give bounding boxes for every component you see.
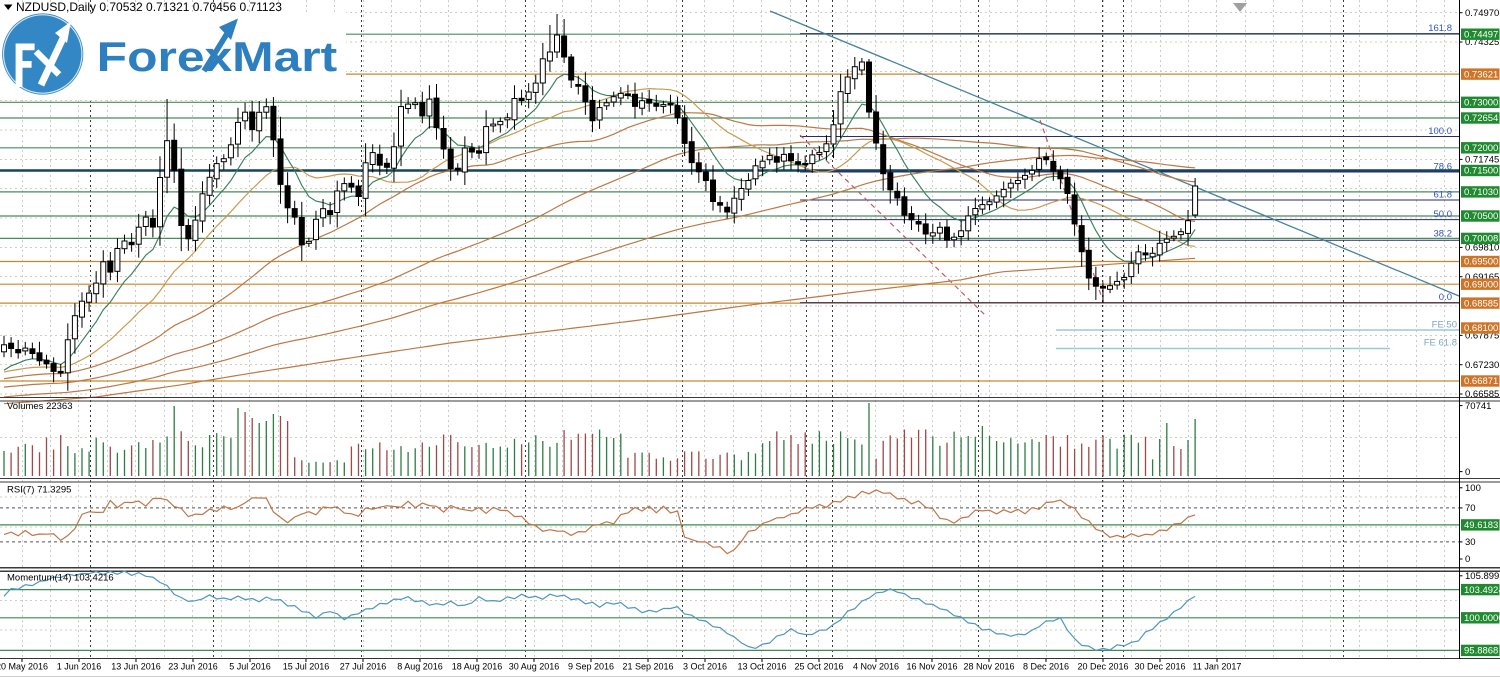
- svg-text:28 Nov 2016: 28 Nov 2016: [963, 661, 1014, 671]
- svg-text:0.73621: 0.73621: [1464, 69, 1498, 80]
- svg-text:9 Sep 2016: 9 Sep 2016: [568, 661, 614, 671]
- svg-text:FE 50: FE 50: [1432, 320, 1457, 331]
- svg-text:0.69000: 0.69000: [1464, 279, 1498, 290]
- svg-text:0.74325: 0.74325: [1465, 37, 1499, 48]
- svg-text:0.66585: 0.66585: [1465, 389, 1499, 400]
- svg-text:13 Jun 2016: 13 Jun 2016: [111, 661, 161, 671]
- svg-text:RSI(7) 71.3295: RSI(7) 71.3295: [7, 485, 71, 496]
- svg-text:27 Jul 2016: 27 Jul 2016: [340, 661, 387, 671]
- svg-text:21 Sep 2016: 21 Sep 2016: [622, 661, 673, 671]
- svg-text:4 Nov 2016: 4 Nov 2016: [853, 661, 899, 671]
- svg-text:0.69165: 0.69165: [1465, 272, 1499, 283]
- svg-text:70: 70: [1465, 503, 1476, 514]
- svg-text:95.8868: 95.8868: [1464, 646, 1498, 657]
- svg-text:0.71500: 0.71500: [1464, 166, 1498, 177]
- svg-text:0.71745: 0.71745: [1465, 155, 1499, 166]
- svg-text:0.70008: 0.70008: [1464, 234, 1498, 245]
- svg-text:0.74497: 0.74497: [1464, 29, 1498, 40]
- svg-text:49.6183: 49.6183: [1464, 520, 1498, 531]
- svg-text:1 Jun 2016: 1 Jun 2016: [57, 661, 102, 671]
- svg-text:5 Jul 2016: 5 Jul 2016: [229, 661, 271, 671]
- svg-text:0.70500: 0.70500: [1464, 211, 1498, 222]
- svg-text:8 Dec 2016: 8 Dec 2016: [1023, 661, 1069, 671]
- svg-text:100: 100: [1465, 483, 1481, 494]
- svg-text:50.0: 50.0: [1434, 209, 1453, 220]
- svg-text:0.72654: 0.72654: [1464, 113, 1498, 124]
- svg-text:Momentum(14) 103.4216: Momentum(14) 103.4216: [7, 573, 114, 584]
- svg-text:25 Oct 2016: 25 Oct 2016: [794, 661, 843, 671]
- svg-text:0.0: 0.0: [1439, 292, 1452, 303]
- svg-text:0: 0: [1465, 554, 1470, 565]
- svg-text:0.73000: 0.73000: [1464, 98, 1498, 109]
- svg-text:0.72000: 0.72000: [1464, 143, 1498, 154]
- svg-text:30 Dec 2016: 30 Dec 2016: [1134, 661, 1185, 671]
- svg-text:20 May 2016: 20 May 2016: [0, 661, 48, 671]
- svg-text:15 Jul 2016: 15 Jul 2016: [283, 661, 330, 671]
- svg-text:100.0: 100.0: [1428, 126, 1452, 137]
- svg-text:20 Dec 2016: 20 Dec 2016: [1077, 661, 1128, 671]
- svg-text:18 Aug 2016: 18 Aug 2016: [452, 661, 503, 671]
- svg-text:11 Jan 2017: 11 Jan 2017: [1193, 661, 1242, 671]
- svg-text:Volumes 22363: Volumes 22363: [7, 401, 73, 412]
- svg-text:0.69810: 0.69810: [1465, 243, 1499, 254]
- svg-text:0: 0: [1465, 467, 1470, 478]
- svg-text:0.71030: 0.71030: [1464, 187, 1498, 198]
- svg-text:0.66871: 0.66871: [1464, 376, 1498, 387]
- svg-text:0.69500: 0.69500: [1464, 257, 1498, 268]
- svg-text:61.8: 61.8: [1434, 190, 1453, 201]
- svg-text:3 Oct 2016: 3 Oct 2016: [683, 661, 727, 671]
- svg-text:30: 30: [1465, 537, 1476, 548]
- svg-text:0.68585: 0.68585: [1464, 298, 1498, 309]
- svg-text:161.8: 161.8: [1428, 23, 1452, 34]
- svg-text:ForexMart: ForexMart: [97, 33, 338, 80]
- svg-text:0.74970: 0.74970: [1465, 8, 1499, 19]
- svg-text:0.67230: 0.67230: [1465, 360, 1499, 371]
- svg-text:70741: 70741: [1465, 401, 1491, 412]
- svg-text:NZDUSD,Daily 0.70532 0.71321: NZDUSD,Daily 0.70532 0.71321 0.70456 0.7…: [16, 0, 282, 14]
- svg-text:13 Oct 2016: 13 Oct 2016: [737, 661, 786, 671]
- svg-text:38.2: 38.2: [1434, 229, 1453, 240]
- svg-text:103.4924: 103.4924: [1464, 585, 1500, 596]
- svg-text:78.6: 78.6: [1434, 162, 1453, 173]
- svg-text:16 Nov 2016: 16 Nov 2016: [906, 661, 957, 671]
- svg-text:23 Jun 2016: 23 Jun 2016: [168, 661, 218, 671]
- svg-text:8 Aug 2016: 8 Aug 2016: [397, 661, 443, 671]
- svg-text:100.0000: 100.0000: [1464, 613, 1500, 624]
- svg-text:30 Aug 2016: 30 Aug 2016: [509, 661, 560, 671]
- svg-text:FE 61.8: FE 61.8: [1424, 338, 1457, 349]
- svg-text:105.8993: 105.8993: [1465, 571, 1500, 582]
- svg-text:0.68100: 0.68100: [1464, 323, 1498, 334]
- svg-text:0.67875: 0.67875: [1465, 331, 1499, 342]
